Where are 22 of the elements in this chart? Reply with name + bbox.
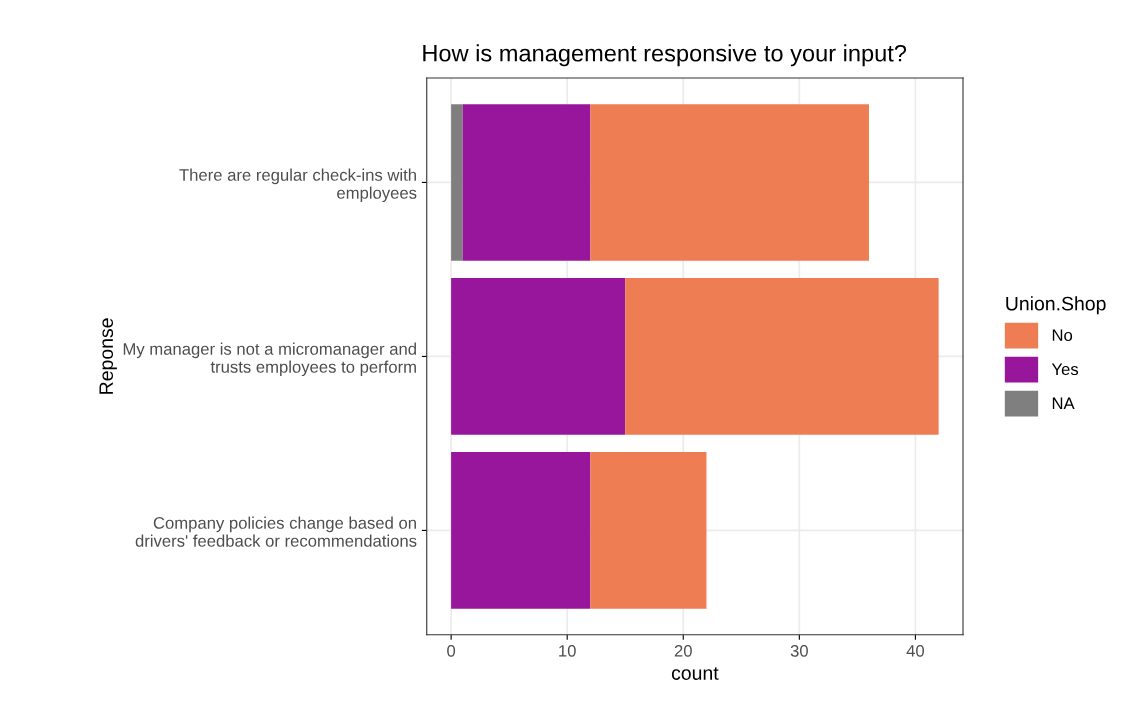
bar [451, 104, 463, 261]
y-tick-label: There are regular check-ins with employees [179, 168, 417, 203]
bar [451, 278, 626, 435]
bar [625, 278, 939, 435]
bar [590, 452, 707, 609]
bar [451, 452, 591, 609]
y-tick-label: My manager is not a micromanager and trusts employees to perform [123, 342, 416, 377]
legend-label: Yes [1051, 363, 1079, 376]
bar [590, 104, 869, 261]
x-tick-label: 0 [447, 644, 456, 657]
y-tick-label: Company policies change based on drivers' feedback or recommendations [135, 516, 417, 547]
x-tick-label: 30 [790, 644, 808, 657]
legend-title: Union.Shop [1006, 296, 1106, 315]
y-axis-title: Reponse [99, 318, 117, 394]
x-tick-label: 10 [559, 644, 576, 657]
x-axis-title: count [671, 667, 719, 680]
bar [462, 104, 591, 261]
x-tick-label: 40 [906, 644, 925, 657]
x-tick-label: 20 [674, 644, 692, 657]
legend-label: NA [1052, 397, 1075, 410]
chart-title: How is management responsive to your input? [423, 44, 907, 67]
legend-label: No [1052, 329, 1073, 342]
